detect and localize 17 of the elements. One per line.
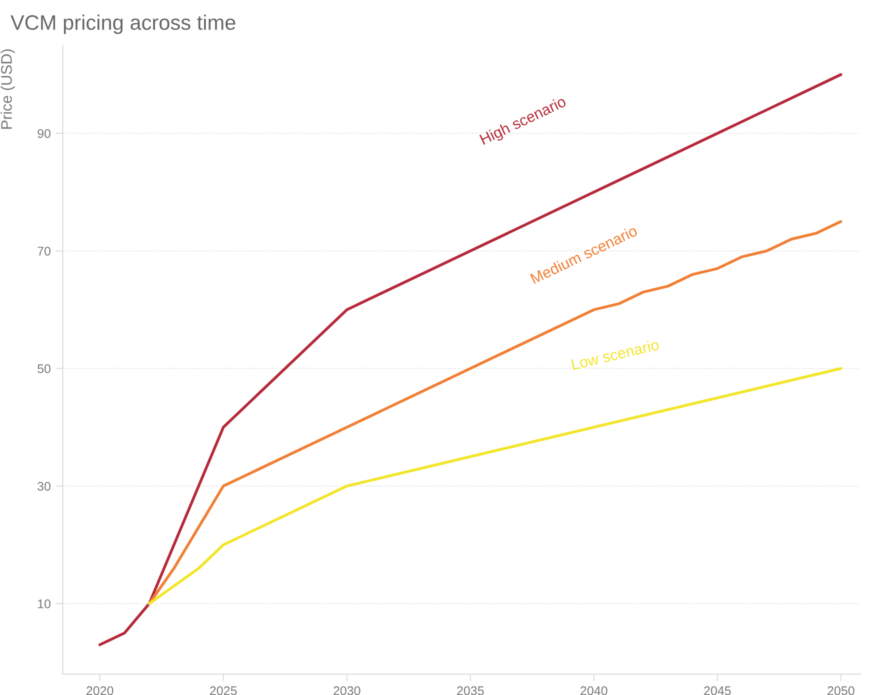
chart-title: VCM pricing across time: [10, 14, 236, 34]
y-tick-label: 50: [38, 364, 50, 374]
x-tick-label: 2020: [86, 686, 114, 695]
y-tick-label: 90: [38, 129, 50, 138]
x-tick-label: 2050: [828, 686, 854, 695]
x-tick-label: 2025: [210, 686, 237, 695]
x-tick-label: 2040: [580, 686, 608, 695]
x-tick-label: 2035: [457, 686, 484, 695]
x-tick-label: 2045: [704, 686, 731, 695]
y-tick-label: 30: [38, 482, 50, 491]
line-series: [148, 220, 842, 605]
y-tick-label: 10: [38, 599, 50, 608]
x-tick-label: 2030: [334, 686, 360, 695]
line-series: [98, 73, 842, 646]
y-tick-label: 70: [38, 246, 50, 256]
text: Low scenario: [571, 338, 660, 370]
y-axis-title: Price (USD): [0, 49, 15, 129]
